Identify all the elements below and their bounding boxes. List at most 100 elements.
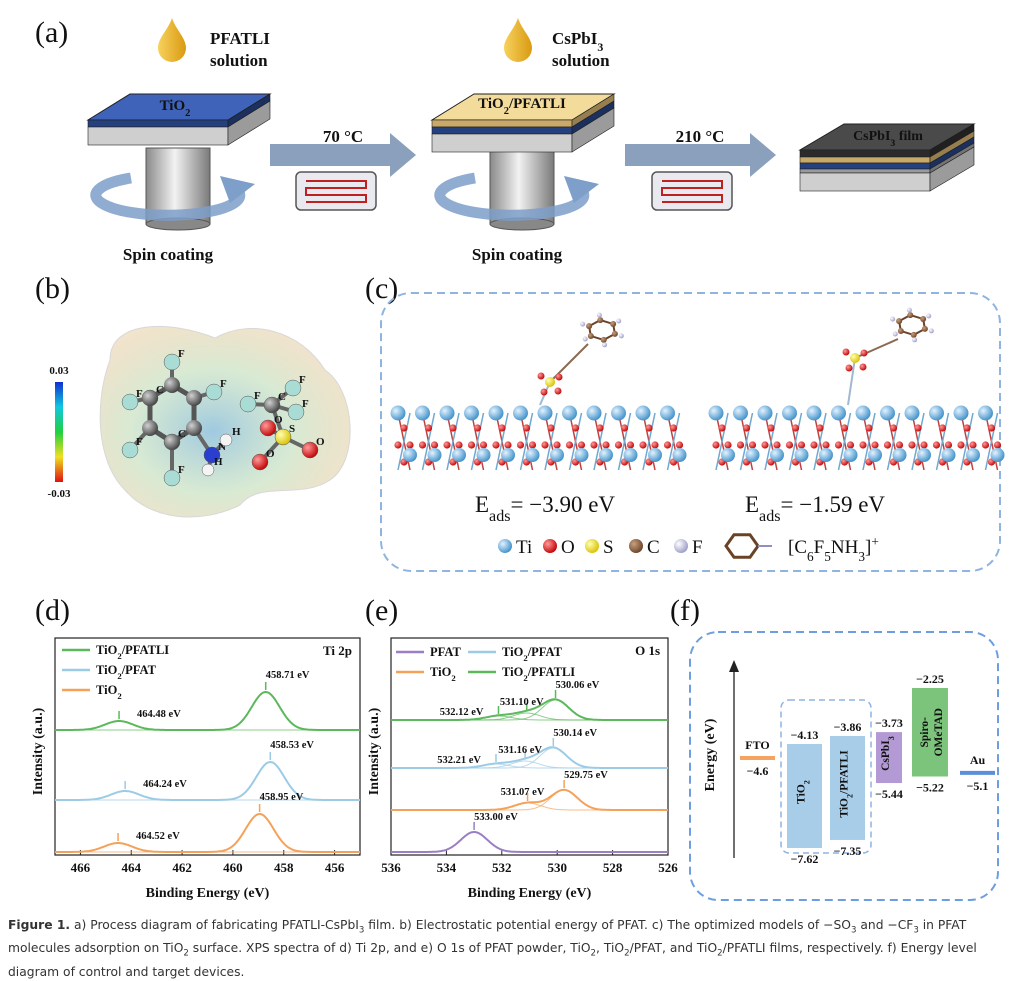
spin-arrow bbox=[434, 172, 590, 221]
oxygen-atom bbox=[553, 441, 561, 449]
titanium-atom bbox=[953, 405, 969, 421]
panel-label: (a) bbox=[35, 16, 68, 49]
oxygen-atom bbox=[859, 363, 867, 371]
oxygen-atom bbox=[541, 441, 549, 449]
text-part: TiO bbox=[796, 784, 808, 804]
legend-swatch bbox=[674, 539, 688, 553]
peak-label: 458.53 eV bbox=[270, 740, 314, 751]
spectrum-tag: O 1s bbox=[635, 643, 660, 658]
oxygen-atom bbox=[406, 441, 414, 449]
caption-text: surface. XPS spectra of d) Ti 2p, and e)… bbox=[188, 941, 591, 956]
oxygen-atom bbox=[993, 441, 1002, 449]
caption-text: 2 bbox=[624, 948, 630, 959]
text-part: 2 bbox=[451, 673, 455, 683]
atom-label: C bbox=[156, 384, 164, 396]
text-part: 2 bbox=[117, 671, 121, 681]
device-group-frame bbox=[780, 699, 872, 854]
spectrum-curve bbox=[55, 691, 360, 731]
drop-icon bbox=[504, 18, 532, 62]
oxygen-atom bbox=[651, 441, 659, 449]
level-label: −5.44 bbox=[875, 787, 903, 801]
titanium-atom bbox=[574, 448, 589, 462]
titanium-atom bbox=[770, 448, 784, 462]
atom bbox=[263, 396, 281, 414]
text-part: /PFAT bbox=[527, 645, 563, 659]
legend-swatch bbox=[498, 539, 512, 553]
oxygen-atom bbox=[522, 424, 531, 432]
titanium-atom bbox=[794, 448, 809, 462]
text-part: NH bbox=[831, 537, 859, 558]
lattice-bond bbox=[666, 412, 681, 471]
oxygen-atom bbox=[590, 441, 598, 449]
peak-label: 464.24 eV bbox=[143, 779, 187, 790]
atom bbox=[284, 379, 302, 397]
legend-label: TiO2/PFATLI bbox=[502, 665, 575, 683]
solution-label: CsPbI3 bbox=[552, 29, 603, 54]
text-part: E bbox=[745, 492, 759, 517]
heater-coil bbox=[661, 180, 723, 203]
atom bbox=[186, 390, 202, 406]
text-part: /PFATLI bbox=[839, 750, 851, 795]
titanium-atom bbox=[819, 448, 833, 462]
oxygen-atom bbox=[498, 424, 506, 432]
atom-label: O bbox=[266, 448, 275, 460]
fluorine-atom bbox=[928, 328, 934, 334]
band bbox=[912, 688, 948, 777]
atom-label: C bbox=[278, 391, 286, 403]
oxygen-atom bbox=[920, 441, 928, 449]
peak-label: 532.12 eV bbox=[440, 707, 484, 718]
text-part: 6 bbox=[807, 549, 814, 564]
caption-text: a) Process diagram of fabricating PFATLI… bbox=[70, 918, 359, 932]
oxygen-atom bbox=[577, 441, 586, 449]
layer-name: OMeTAD bbox=[933, 708, 945, 756]
process-arrow bbox=[625, 133, 776, 177]
substrate-layer bbox=[799, 149, 931, 158]
scale-label: 0.03 bbox=[49, 365, 69, 377]
text-part: [C bbox=[788, 537, 807, 558]
titanium-atom bbox=[427, 448, 442, 462]
text-part: 3 bbox=[887, 736, 896, 740]
fluorine-atom bbox=[596, 312, 602, 318]
atom-label: C bbox=[178, 428, 186, 440]
oxygen-atom bbox=[944, 441, 953, 449]
atom bbox=[163, 353, 181, 371]
atom-label: F bbox=[254, 390, 261, 402]
text-part: CsPbI bbox=[880, 740, 892, 771]
x-tick-label: 458 bbox=[274, 860, 294, 875]
fluorine-atom bbox=[906, 307, 912, 313]
oxygen-atom bbox=[516, 441, 525, 449]
lattice-bond bbox=[397, 412, 411, 471]
caption-text: Figure 1. bbox=[8, 918, 71, 932]
oxygen-atom bbox=[712, 441, 720, 449]
y-axis-label: Energy (eV) bbox=[703, 718, 718, 791]
titanium-atom bbox=[390, 405, 406, 421]
text-part: 2 bbox=[504, 106, 509, 117]
text-part: 2 bbox=[845, 794, 854, 798]
substrate-layer bbox=[431, 119, 573, 128]
titanium-atom bbox=[586, 405, 602, 421]
layer-label: TiO2/PFATLI bbox=[478, 96, 566, 117]
titanium-atom bbox=[611, 405, 626, 421]
atom bbox=[205, 383, 223, 401]
caption-text: film. b) Electrostatic potential energy … bbox=[364, 918, 851, 932]
panel-label: (b) bbox=[35, 272, 70, 305]
text-part: TiO bbox=[96, 663, 118, 677]
titanium-atom bbox=[501, 448, 515, 462]
carbon-atom bbox=[896, 318, 903, 325]
heater-icon bbox=[295, 171, 377, 211]
solution-label: solution bbox=[210, 51, 268, 70]
titanium-atom bbox=[708, 405, 724, 421]
carbon-atom bbox=[897, 328, 904, 335]
titanium-atom bbox=[537, 405, 553, 421]
temperature-label: 70 °C bbox=[323, 127, 363, 146]
x-tick-label: 456 bbox=[325, 860, 345, 875]
substrate-shade bbox=[930, 124, 974, 157]
lattice-bond bbox=[788, 412, 803, 471]
titanium-atom bbox=[648, 448, 662, 462]
substrate-shade bbox=[930, 147, 974, 191]
atom bbox=[142, 420, 158, 436]
carbon-atom bbox=[600, 336, 607, 343]
text-part: 2 bbox=[117, 651, 121, 661]
atom bbox=[301, 441, 319, 459]
substrate-layer bbox=[799, 162, 931, 170]
